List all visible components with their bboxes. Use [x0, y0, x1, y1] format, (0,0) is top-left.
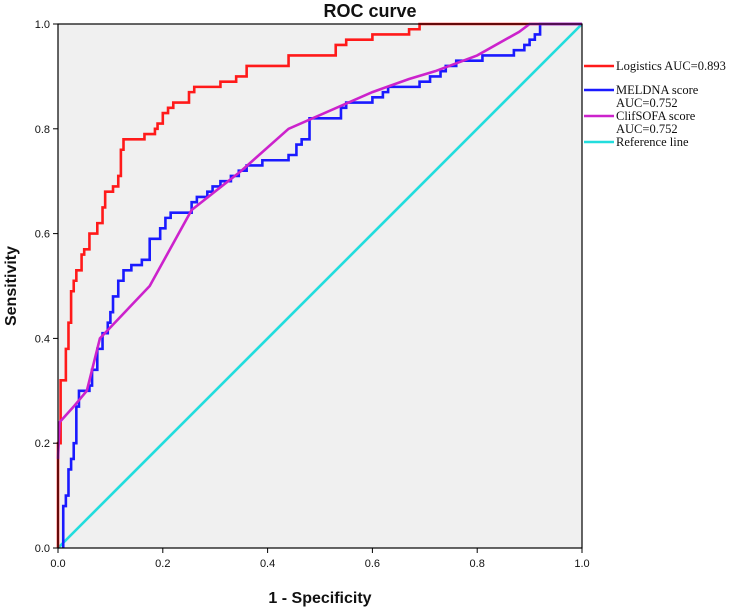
legend-label-logistics: Logistics AUC=0.893	[616, 59, 726, 73]
y-axis-label: Sensitivity	[3, 246, 20, 326]
x-axis-ticks: 0.0 0.2 0.4 0.6 0.8 1.0	[50, 548, 590, 570]
legend-label-meldna-score: AUC=0.752	[616, 96, 678, 110]
y-tick-label: 0.0	[35, 543, 50, 555]
legend-label-clifsofa-score: ClifSOFA score	[616, 109, 696, 123]
y-tick-label: 0.4	[35, 333, 50, 345]
x-axis-label: 1 - Specificity	[268, 590, 371, 607]
x-tick-label: 1.0	[574, 558, 589, 570]
roc-curves	[56, 22, 583, 549]
legend-label-clifsofa-score: AUC=0.752	[616, 122, 678, 136]
legend-label-reference-line: Reference line	[616, 135, 689, 149]
x-tick-label: 0.2	[155, 558, 170, 570]
y-tick-label: 0.6	[35, 229, 50, 241]
x-tick-label: 0.8	[470, 558, 485, 570]
logistics-curve	[56, 22, 582, 548]
x-tick-label: 0.4	[260, 558, 275, 570]
reference-line-curve	[57, 23, 583, 549]
y-tick-label: 0.8	[35, 124, 50, 136]
legend-label-meldna-score: MELDNA score	[616, 83, 699, 97]
y-tick-label: 1.0	[35, 19, 50, 31]
x-tick-label: 0.0	[50, 558, 65, 570]
clifsofa-score-curve	[56, 22, 582, 459]
y-tick-label: 0.2	[35, 438, 50, 450]
chart-title: ROC curve	[323, 1, 416, 21]
x-tick-label: 0.6	[365, 558, 380, 570]
y-axis-ticks: 0.0 0.2 0.4 0.6 0.8 1.0	[35, 19, 58, 555]
plot-frame	[57, 23, 583, 549]
